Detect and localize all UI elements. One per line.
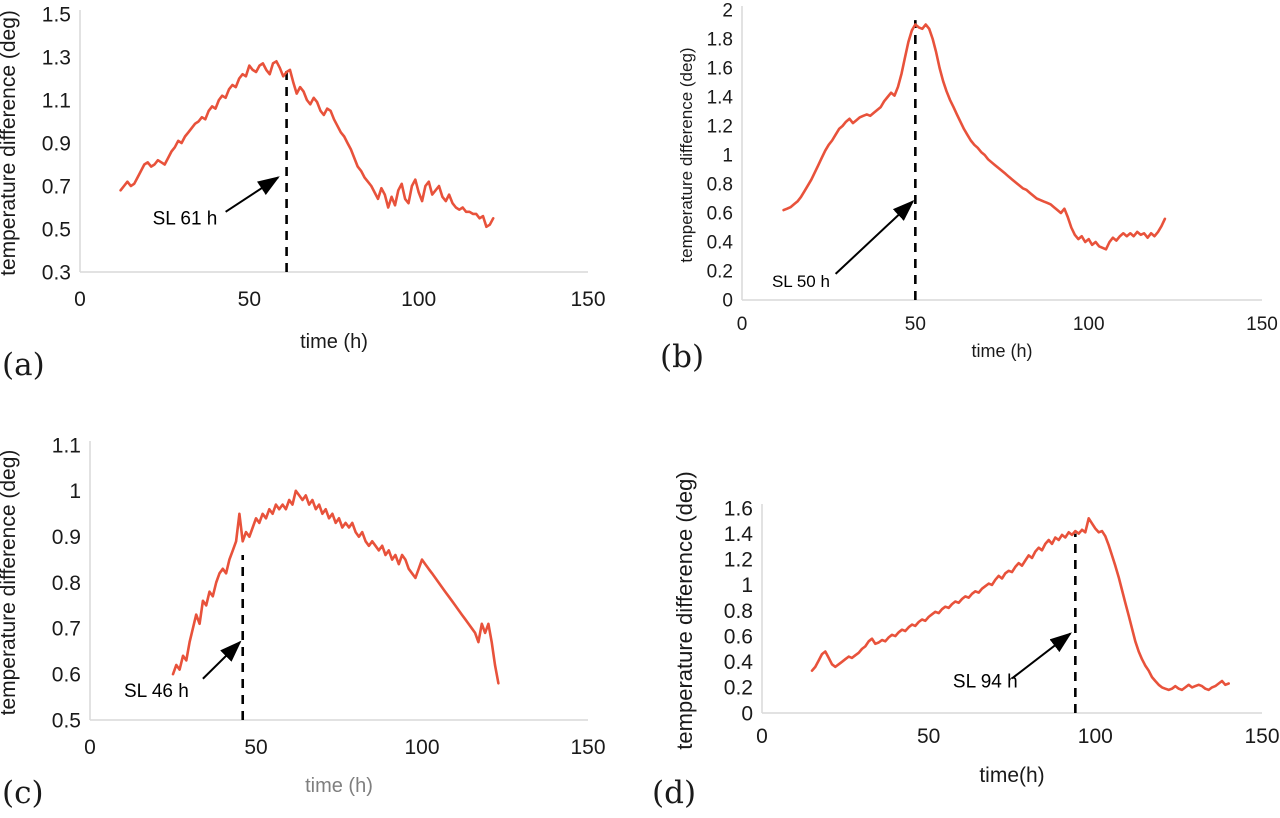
- panel-label-c: (c): [2, 775, 44, 811]
- chart-panel-c: 0.5 0.6 0.7 0.8 0.9 1 1.1 0 50 100 150 temperature …: [0, 418, 620, 818]
- svg-text:0.7: 0.7: [52, 618, 81, 641]
- svg-text:100: 100: [1073, 314, 1105, 335]
- svg-text:100: 100: [401, 288, 436, 311]
- svg-text:50: 50: [244, 736, 267, 759]
- svg-text:150: 150: [1244, 725, 1279, 748]
- svg-text:50: 50: [238, 288, 261, 311]
- svg-text:0.3: 0.3: [42, 261, 71, 284]
- svg-text:1: 1: [69, 480, 81, 503]
- svg-text:1.3: 1.3: [42, 46, 71, 69]
- svg-text:150: 150: [1246, 314, 1278, 335]
- chart-c-plot: 0.5 0.6 0.7 0.8 0.9 1 1.1 0 50 100 150 temperature …: [0, 434, 606, 797]
- svg-text:temperature difference (deg): temperature difference (deg): [0, 10, 20, 276]
- svg-text:0.9: 0.9: [52, 526, 81, 549]
- svg-text:0.6: 0.6: [52, 664, 81, 687]
- panel-label-a: (a): [2, 347, 45, 383]
- svg-text:0: 0: [74, 288, 86, 311]
- svg-text:0.2: 0.2: [724, 677, 753, 700]
- chart-panel-b: 0 0.2 0.4 0.6 0.8 1 1.2 1.4 1.6 1.8 2 0 50 100 150 temp…: [660, 0, 1280, 400]
- svg-text:0.4: 0.4: [707, 233, 734, 254]
- svg-text:0: 0: [756, 725, 768, 748]
- svg-text:1: 1: [722, 146, 733, 167]
- svg-text:time (h): time (h): [305, 775, 373, 797]
- svg-text:0.5: 0.5: [42, 218, 71, 241]
- svg-text:1.4: 1.4: [707, 88, 734, 109]
- svg-text:50: 50: [905, 314, 926, 335]
- svg-text:0.7: 0.7: [42, 175, 71, 198]
- svg-text:time (h): time (h): [971, 341, 1032, 361]
- svg-text:0.4: 0.4: [724, 651, 754, 674]
- svg-text:0.6: 0.6: [724, 625, 753, 648]
- svg-text:temperature difference (deg): temperature difference (deg): [672, 471, 697, 749]
- svg-text:0.6: 0.6: [707, 204, 733, 225]
- svg-text:1.4: 1.4: [724, 523, 754, 546]
- svg-text:0: 0: [84, 736, 96, 759]
- svg-text:1.5: 1.5: [42, 3, 71, 26]
- svg-text:0.9: 0.9: [42, 132, 71, 155]
- svg-text:150: 150: [570, 736, 605, 759]
- svg-text:temperature difference (deg): temperature difference (deg): [677, 47, 696, 262]
- svg-text:1.6: 1.6: [707, 59, 733, 80]
- chart-d-plot: 00.20.40.60.811.21.41.60 50 100 150temperat…: [672, 471, 1280, 787]
- svg-text:0: 0: [741, 702, 753, 725]
- svg-text:temperature difference (deg): temperature difference (deg): [0, 450, 20, 716]
- svg-text:1.1: 1.1: [42, 89, 71, 112]
- svg-text:50: 50: [917, 725, 940, 748]
- svg-text:1.2: 1.2: [724, 549, 753, 572]
- svg-text:SL 94 h: SL 94 h: [953, 671, 1018, 692]
- svg-text:1.8: 1.8: [707, 30, 733, 51]
- svg-text:1.1: 1.1: [52, 434, 81, 457]
- svg-text:time(h): time(h): [979, 764, 1044, 787]
- svg-text:1: 1: [741, 574, 753, 597]
- chart-a-plot: 0.3 0.5 0.7 0.9 1.1 1.3 1.5 0 50 100 150 temperatur…: [0, 3, 606, 353]
- svg-text:0: 0: [722, 291, 733, 312]
- svg-text:0: 0: [737, 314, 748, 335]
- svg-text:SL 61 h: SL 61 h: [153, 209, 218, 230]
- svg-text:0.8: 0.8: [707, 175, 733, 196]
- svg-text:100: 100: [1078, 725, 1113, 748]
- svg-text:time (h): time (h): [300, 331, 368, 353]
- panel-label-d: (d): [652, 775, 697, 811]
- svg-text:0.8: 0.8: [52, 572, 81, 595]
- svg-text:2: 2: [722, 1, 733, 22]
- svg-text:0.5: 0.5: [52, 709, 81, 732]
- svg-text:1.2: 1.2: [707, 117, 733, 138]
- chart-b-plot: 0 0.2 0.4 0.6 0.8 1 1.2 1.4 1.6 1.8 2 0 50 100 150 temp…: [677, 1, 1278, 361]
- svg-text:100: 100: [404, 736, 439, 759]
- svg-text:150: 150: [570, 288, 605, 311]
- panel-label-b: (b): [660, 339, 705, 375]
- svg-text:0.8: 0.8: [724, 600, 753, 623]
- svg-text:SL 46 h: SL 46 h: [124, 681, 189, 702]
- chart-panel-d: 0 0.2 0.4 0.6 0.8 1 1.2 1.4 1.6 0 50 100 150 temperat…: [650, 418, 1280, 818]
- svg-text:0.2: 0.2: [707, 262, 733, 283]
- svg-text:SL 50 h: SL 50 h: [772, 272, 830, 291]
- svg-text:1.6: 1.6: [724, 497, 753, 520]
- chart-panel-a: 0.3 0.5 0.7 0.9 1.1 1.3 1.5 0 50 100 150 temperatur…: [0, 0, 620, 400]
